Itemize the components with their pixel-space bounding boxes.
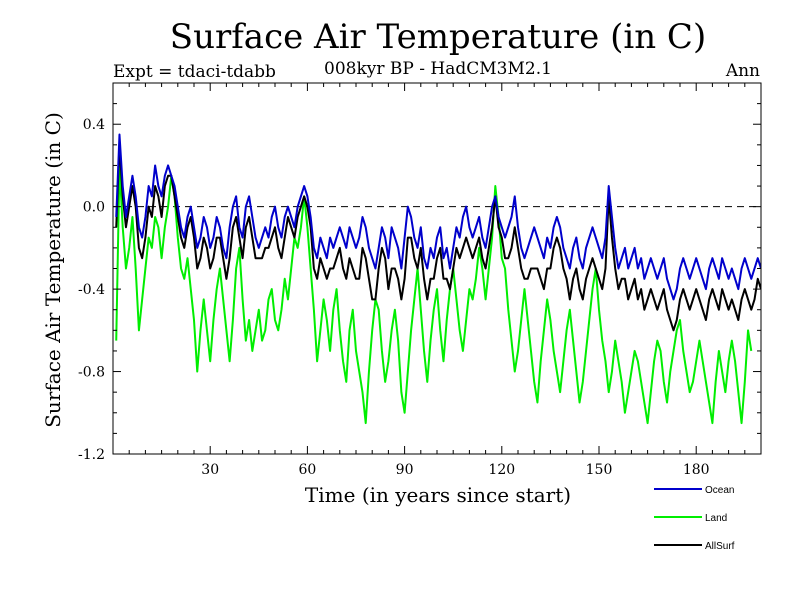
legend: Ocean Land AllSurf <box>654 485 735 552</box>
chart-subtitle: 008kyr BP - HadCM3M2.1 <box>324 59 552 79</box>
x-tick-label: 180 <box>683 462 710 478</box>
legend-label-allsurf: AllSurf <box>705 541 735 552</box>
y-tick-label: -0.8 <box>78 365 105 381</box>
series-line-ocean <box>115 133 761 301</box>
season-label: Ann <box>725 61 760 81</box>
experiment-label: Expt = tdaci-tdabb <box>113 62 276 82</box>
x-tick-label: 90 <box>396 462 414 478</box>
y-axis-ticks: 0.4 0.0 -0.4 -0.8 -1.2 <box>78 103 761 463</box>
x-tick-label: 150 <box>586 462 613 478</box>
series-line-allsurf <box>115 143 761 332</box>
y-tick-label: -0.4 <box>78 282 105 298</box>
plot-area: 30 60 90 120 150 180 0.4 0.0 -0.4 -0.8 -1.2 <box>78 82 762 478</box>
y-tick-label: 0.0 <box>83 200 105 216</box>
legend-label-ocean: Ocean <box>705 485 734 496</box>
y-axis-title: Surface Air Temperature (in C) <box>41 112 65 428</box>
y-tick-label: -1.2 <box>78 447 105 463</box>
chart-title: Surface Air Temperature (in C) <box>170 17 706 57</box>
y-tick-label: 0.4 <box>83 117 105 133</box>
x-axis-title: Time (in years since start) <box>305 483 571 507</box>
x-axis-ticks: 30 60 90 120 150 180 <box>128 83 746 478</box>
x-tick-label: 30 <box>201 462 219 478</box>
series-group <box>115 133 761 425</box>
series-line-land <box>115 164 753 425</box>
x-tick-label: 120 <box>488 462 515 478</box>
legend-label-land: Land <box>705 513 727 524</box>
x-tick-label: 60 <box>298 462 316 478</box>
